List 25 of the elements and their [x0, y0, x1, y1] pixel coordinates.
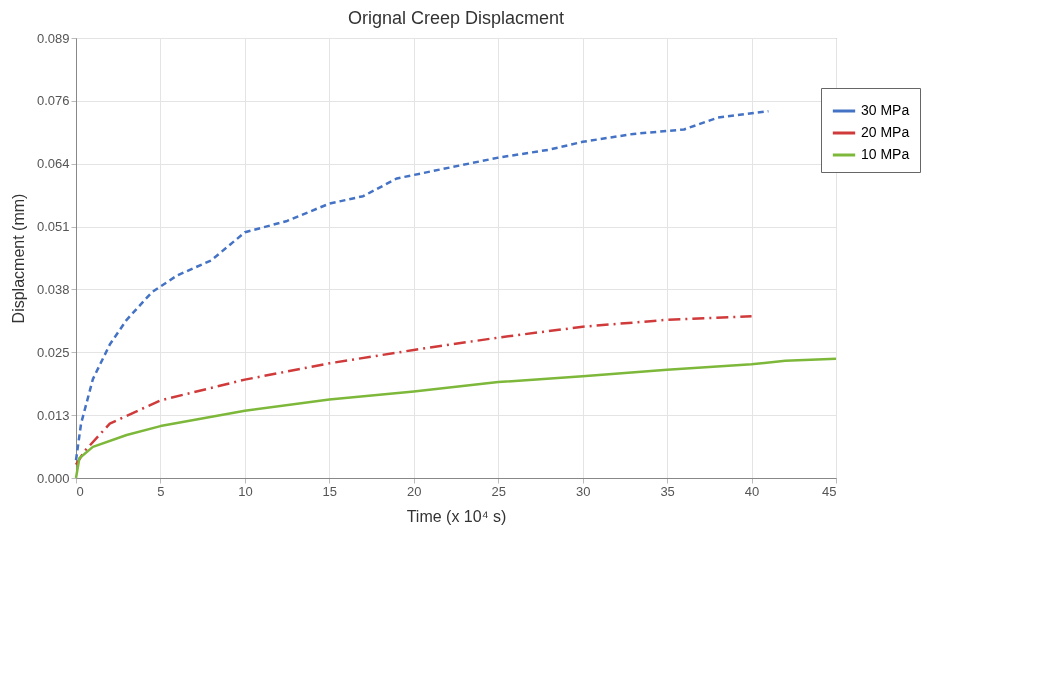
y-tick-label: 0.000: [36, 470, 70, 486]
y-tick-label: 0.064: [36, 156, 70, 172]
y-tick-label: 0.013: [36, 407, 70, 423]
y-tick-label: 0.025: [36, 344, 70, 360]
x-tick-label: 40: [744, 483, 760, 499]
x-tick-label: 10: [238, 483, 253, 499]
y-axis-title: Displacment (mm): [9, 193, 27, 324]
x-tick-label: 20: [407, 483, 422, 499]
chart-title: Orignal Creep Displacment: [347, 8, 565, 28]
x-tick-label: 35: [660, 483, 675, 499]
x-tick-label: 0: [76, 483, 84, 499]
legend-label: 10 MPa: [861, 146, 910, 162]
x-axis-title: Time (x 10⁴ s): [406, 507, 507, 525]
legend-label: 20 MPa: [861, 124, 910, 140]
x-tick-label: 45: [822, 483, 837, 499]
line-series: [74, 315, 753, 466]
y-tick-label: 0.038: [36, 281, 70, 297]
x-tick-label: 30: [575, 483, 591, 499]
legend-label: 30 MPa: [861, 102, 910, 118]
x-tick-label: 15: [322, 483, 338, 499]
x-tick-label: 25: [491, 483, 506, 499]
y-tick-label: 0.076: [36, 93, 70, 109]
y-tick-label: 0.089: [36, 30, 70, 46]
y-tick-label: 0.051: [36, 219, 70, 235]
x-tick-label: 5: [157, 483, 165, 499]
